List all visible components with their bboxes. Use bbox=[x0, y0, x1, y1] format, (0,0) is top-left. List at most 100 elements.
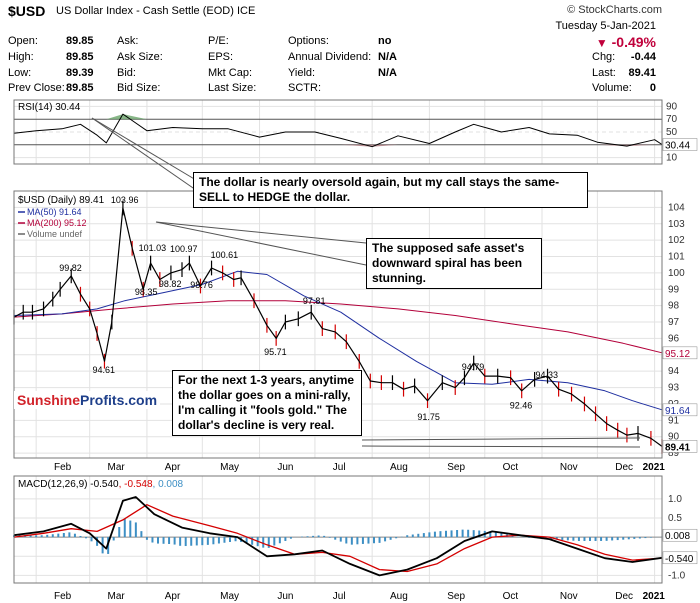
rsi-overbought-area bbox=[106, 114, 123, 120]
last-value: 89.41 bbox=[628, 67, 656, 79]
price-data-label: 101.03 bbox=[139, 243, 167, 253]
callout-connector bbox=[91, 117, 197, 191]
price-tick-label: 94 bbox=[668, 366, 680, 377]
month-tick-label: Nov bbox=[560, 462, 578, 473]
macd-month-tick-label: Nov bbox=[560, 591, 578, 602]
callout-connectors bbox=[91, 117, 641, 448]
change-pct: ▼ -0.49% bbox=[596, 34, 656, 50]
price-tick-label: 98 bbox=[668, 301, 680, 312]
price-tick-label: 100 bbox=[668, 268, 685, 279]
macd-month-tick-label: Dec bbox=[615, 591, 633, 602]
callout-connector bbox=[361, 437, 641, 441]
price-legend-item: MA(200) 95.12 bbox=[27, 218, 87, 228]
price-tick-label: 97 bbox=[668, 317, 680, 328]
price-data-label: 98.35 bbox=[135, 287, 158, 297]
macd-title-part: MACD(12,26,9) -0.540 bbox=[18, 479, 119, 490]
price-data-label: 95.71 bbox=[264, 347, 287, 357]
high-value: 89.85 bbox=[66, 51, 94, 63]
last-size-label: Last Size: bbox=[208, 82, 257, 94]
chg-row: Chg: -0.44 bbox=[592, 51, 656, 63]
quote-date: Tuesday 5-Jan-2021 bbox=[555, 20, 657, 32]
yield-value: N/A bbox=[378, 67, 397, 79]
macd-month-tick-label: Jun bbox=[277, 591, 293, 602]
volume-label: Volume: bbox=[592, 82, 632, 94]
low-label: Low: bbox=[8, 67, 32, 79]
month-tick-label: Sep bbox=[447, 462, 465, 473]
quote-header: $USD US Dollar Index - Cash Settle (EOD)… bbox=[0, 0, 700, 96]
month-tick-label: 2021 bbox=[643, 462, 666, 473]
price-tick-label: 90 bbox=[668, 432, 680, 443]
callout-spiral: The supposed safe asset's downward spira… bbox=[366, 238, 542, 289]
high-label: High: bbox=[8, 51, 34, 63]
rsi-tick-label: 90 bbox=[666, 101, 678, 112]
rsi-oversold-area bbox=[340, 144, 373, 147]
macd-title: MACD(12,26,9) -0.540, -0.548, 0.008 bbox=[18, 479, 184, 490]
price-tick-label: 96 bbox=[668, 333, 680, 344]
symbol-name: US Dollar Index - Cash Settle (EOD) ICE bbox=[56, 5, 256, 17]
last-price-tag: 89.41 bbox=[665, 442, 690, 453]
price-data-label: 94.61 bbox=[92, 365, 115, 375]
price-data-label: 91.75 bbox=[417, 412, 440, 422]
month-tick-label: Jun bbox=[277, 462, 293, 473]
price-legend-item: Volume undef bbox=[27, 229, 83, 239]
price-tick-label: 99 bbox=[668, 284, 680, 295]
price-tick-label: 101 bbox=[668, 252, 685, 263]
ma50-line bbox=[13, 270, 663, 411]
dividend-label: Annual Dividend: bbox=[288, 51, 372, 63]
macd-month-tick-label: Apr bbox=[165, 591, 181, 602]
price-line bbox=[13, 207, 663, 447]
rsi-oversold-area bbox=[626, 144, 655, 147]
rsi-title: RSI(14) 30.44 bbox=[18, 102, 81, 113]
month-tick-label: Jul bbox=[333, 462, 346, 473]
macd-month-tick-label: 2021 bbox=[643, 591, 666, 602]
macd-signal-line bbox=[13, 504, 663, 573]
rsi-line bbox=[13, 113, 663, 148]
price-data-label: 94.33 bbox=[536, 370, 559, 380]
price-data-label: 103.96 bbox=[111, 195, 139, 205]
last-price-tag-box bbox=[662, 440, 698, 453]
open-label: Open: bbox=[8, 35, 38, 47]
bid-label: Bid: bbox=[117, 67, 136, 79]
macd-line bbox=[13, 496, 663, 577]
price-tick-label: 93 bbox=[668, 383, 680, 394]
month-tick-label: Apr bbox=[165, 462, 181, 473]
options-value: no bbox=[378, 35, 392, 47]
brand-label: © StockCharts.com bbox=[567, 4, 662, 16]
sctr-label: SCTR: bbox=[288, 82, 321, 94]
callout-connector bbox=[155, 221, 367, 244]
price-data-label: 94.79 bbox=[462, 362, 485, 372]
ma50-tag: 91.64 bbox=[665, 406, 690, 417]
ma50-tag-box bbox=[662, 403, 698, 417]
yield-label: Yield: bbox=[288, 67, 316, 79]
macd-hist-tag: 0.008 bbox=[665, 531, 690, 542]
price-data-label: 98.82 bbox=[159, 279, 182, 289]
price-data-label: 100.61 bbox=[211, 250, 239, 260]
last-row: Last: 89.41 bbox=[592, 67, 656, 79]
ask-size-label: Ask Size: bbox=[117, 51, 163, 63]
month-tick-label: Dec bbox=[615, 462, 633, 473]
low-value: 89.39 bbox=[66, 67, 94, 79]
price-tick-label: 102 bbox=[668, 235, 685, 246]
macd-month-tick-label: Mar bbox=[108, 591, 126, 602]
macd-frame bbox=[13, 475, 663, 584]
chg-label: Chg: bbox=[592, 51, 616, 63]
prev-close-label: Prev Close: bbox=[8, 82, 65, 94]
volume-row: Volume: 0 bbox=[592, 82, 656, 94]
price-tick-label: 104 bbox=[668, 202, 685, 213]
price-tick-label: 89 bbox=[668, 448, 680, 459]
macd-tick-label: -1.0 bbox=[668, 570, 686, 581]
month-tick-label: Feb bbox=[54, 462, 72, 473]
rsi-frame bbox=[13, 99, 663, 165]
month-tick-label: Oct bbox=[503, 462, 519, 473]
macd-title-part: , 0.008 bbox=[153, 479, 184, 490]
ask-label: Ask: bbox=[117, 35, 139, 47]
callout-connector bbox=[155, 221, 367, 266]
macd-hist-tag-box bbox=[662, 528, 698, 542]
price-data-label: 99.82 bbox=[59, 263, 82, 273]
chg-value: -0.44 bbox=[630, 51, 656, 63]
rsi-oversold-area bbox=[372, 144, 398, 147]
macd-last-tag: -0.540 bbox=[665, 554, 694, 565]
